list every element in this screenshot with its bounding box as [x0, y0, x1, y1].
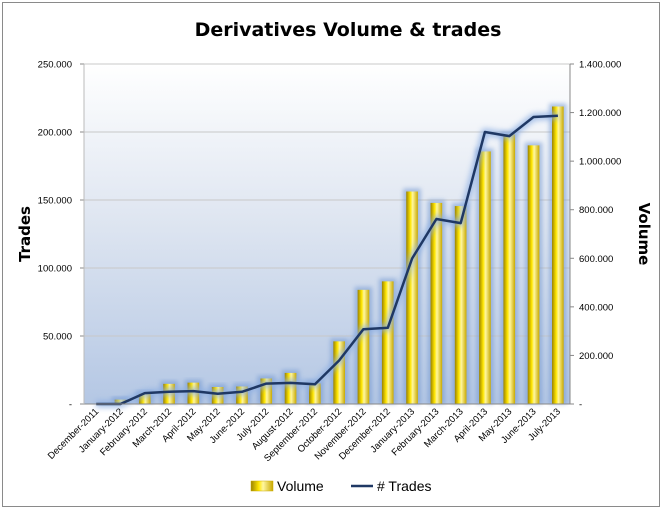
- volume-bar: [430, 202, 443, 404]
- volume-bar: [333, 341, 345, 404]
- legend-volume-label: Volume: [277, 478, 324, 494]
- y-axis-label: Trades: [16, 206, 34, 262]
- trades-line-group: [96, 112, 559, 408]
- volume-bar: [138, 393, 151, 404]
- legend-volume-swatch: [250, 480, 274, 492]
- right-tick-label: 400.000: [579, 302, 613, 313]
- y2-axis-label: Volume: [635, 203, 653, 266]
- left-tick-label: 200.000: [38, 128, 72, 139]
- volume-bar: [527, 145, 540, 404]
- legend: Volume # Trades: [250, 478, 431, 494]
- volume-bar: [479, 151, 491, 404]
- right-tick-label: 1.200.000: [579, 108, 621, 119]
- volume-bar: [260, 378, 273, 404]
- category-labels: December-2011January-2012February-2012Ma…: [46, 406, 563, 464]
- right-tick-label: 200.000: [579, 351, 613, 362]
- volume-bar: [284, 372, 297, 404]
- volume-bar: [454, 206, 467, 404]
- volume-bar: [357, 289, 370, 404]
- right-tick-label: 800.000: [579, 205, 613, 216]
- left-tick-label: -: [69, 400, 72, 411]
- volume-bar: [381, 281, 394, 404]
- left-tick-label: 250.000: [38, 60, 72, 71]
- left-axis-ticks: - 50.000 100.000 150.000 200.000 250.000: [38, 60, 84, 411]
- right-tick-label: 1.000.000: [579, 157, 621, 168]
- volume-bar: [552, 106, 564, 404]
- right-tick-label: 600.000: [579, 254, 613, 265]
- right-axis-ticks: - 200.000 400.000 600.000 800.000 1.000.000 1.…: [570, 60, 621, 411]
- chart-title: Derivatives Volume & trades: [195, 19, 502, 41]
- volume-bar: [309, 383, 321, 404]
- trades-line: [96, 114, 558, 406]
- right-tick-label: 1.400.000: [579, 60, 621, 71]
- volume-bar: [406, 191, 418, 404]
- legend-trades-label: # Trades: [377, 478, 431, 494]
- plot-area: [84, 64, 570, 404]
- left-tick-label: 100.000: [38, 264, 72, 275]
- right-tick-label: -: [579, 400, 582, 411]
- left-tick-label: 50.000: [43, 332, 72, 343]
- volume-bar: [503, 134, 516, 404]
- left-tick-label: 150.000: [38, 196, 72, 207]
